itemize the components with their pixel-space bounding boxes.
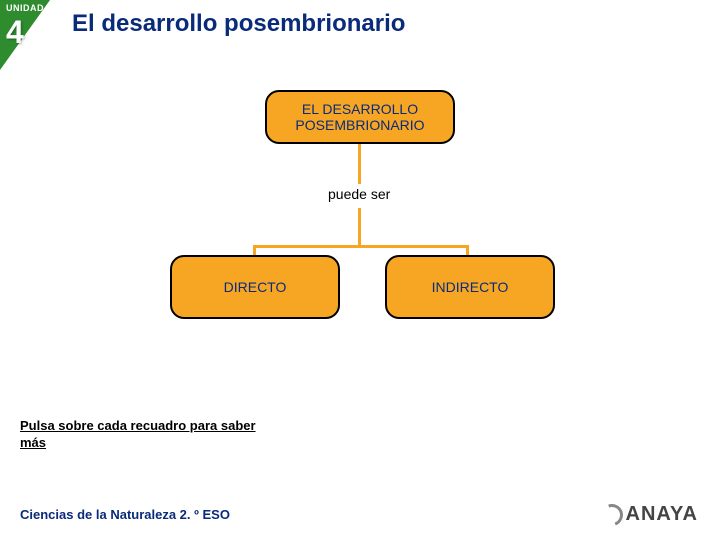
node-directo[interactable]: DIRECTO [170,255,340,319]
connector-line [358,144,361,184]
node-indirecto[interactable]: INDIRECTO [385,255,555,319]
connector-line [253,245,469,248]
node-indirecto-label: INDIRECTO [432,279,509,295]
page-title: El desarrollo posembrionario [72,10,405,38]
logo-swoosh-icon [597,500,626,529]
unit-label: UNIDAD [6,3,44,13]
header: UNIDAD 4 El desarrollo posembrionario [0,0,720,70]
connector-line [358,208,361,248]
connector-line [466,245,469,255]
node-directo-label: DIRECTO [224,279,287,295]
connector-line [253,245,256,255]
footer-text: Ciencias de la Naturaleza 2. º ESO [20,507,230,522]
node-root[interactable]: EL DESARROLLO POSEMBRIONARIO [265,90,455,144]
publisher-logo: ANAYA [601,503,698,526]
unit-badge: UNIDAD 4 [0,0,55,70]
connector-label: puede ser [328,186,390,202]
unit-number: 4 [6,14,24,51]
instruction-text: Pulsa sobre cada recuadro para saber más [20,418,260,452]
diagram: EL DESARROLLO POSEMBRIONARIO puede ser D… [0,90,720,390]
node-root-label: EL DESARROLLO POSEMBRIONARIO [267,101,453,133]
logo-text: ANAYA [626,503,698,526]
